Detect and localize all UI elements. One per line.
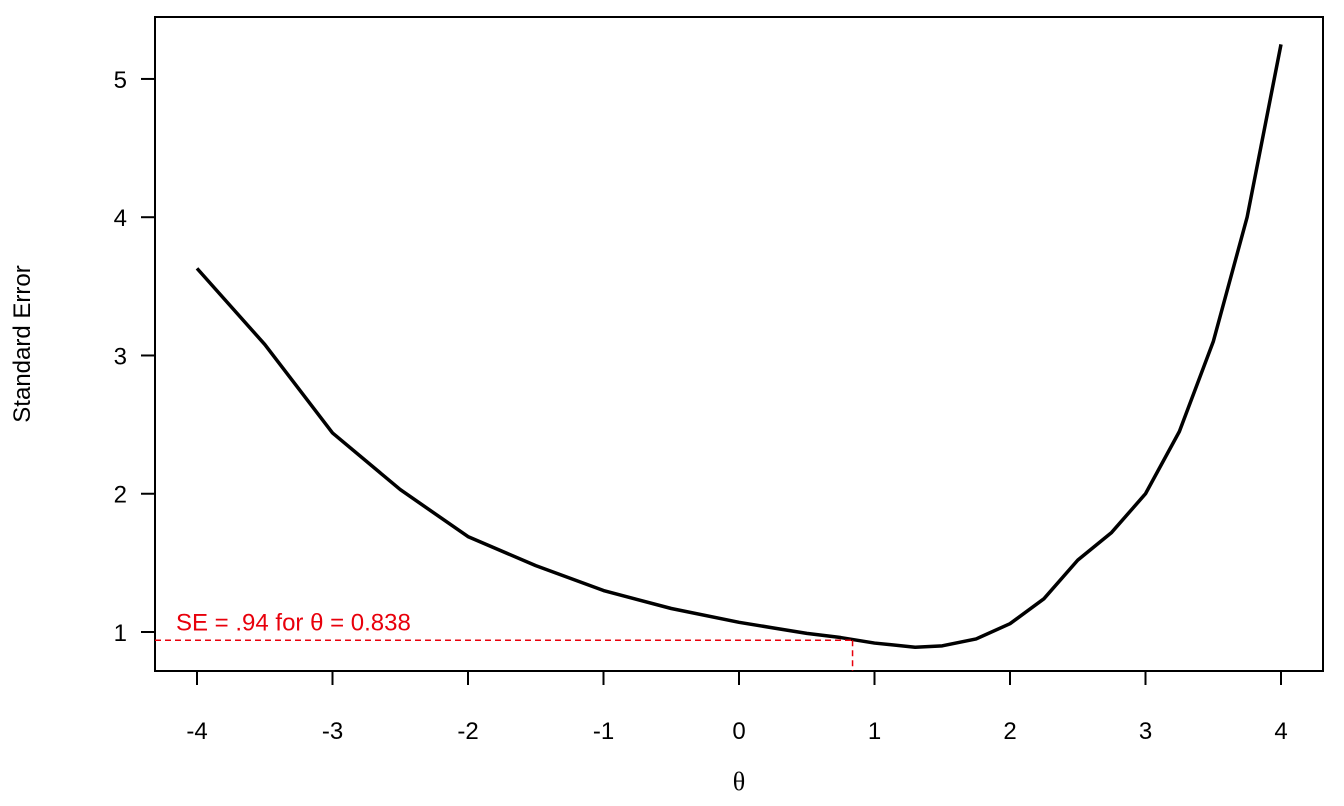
y-tick-label: 2 xyxy=(114,482,127,509)
y-tick-label: 4 xyxy=(114,205,127,232)
x-tick-label: 0 xyxy=(732,718,745,745)
x-tick-label: 3 xyxy=(1139,718,1152,745)
x-tick-label: -1 xyxy=(593,718,614,745)
plot-frame xyxy=(154,16,1324,672)
y-tick-label: 1 xyxy=(114,620,127,647)
reference-label: SE = .94 for θ = 0.838 xyxy=(176,609,411,636)
se-curve xyxy=(195,44,1283,649)
y-axis-label: Standard Error xyxy=(9,265,36,422)
x-tick-label: 1 xyxy=(868,718,881,745)
x-tick-label: -4 xyxy=(186,718,207,745)
y-tick-label: 5 xyxy=(114,67,127,94)
x-tick-label: -3 xyxy=(322,718,343,745)
x-tick-label: 4 xyxy=(1274,718,1287,745)
x-tick-label: 2 xyxy=(1003,718,1016,745)
y-tick-label: 3 xyxy=(114,343,127,370)
x-axis-label: θ xyxy=(733,767,745,796)
x-tick-label: -2 xyxy=(457,718,478,745)
